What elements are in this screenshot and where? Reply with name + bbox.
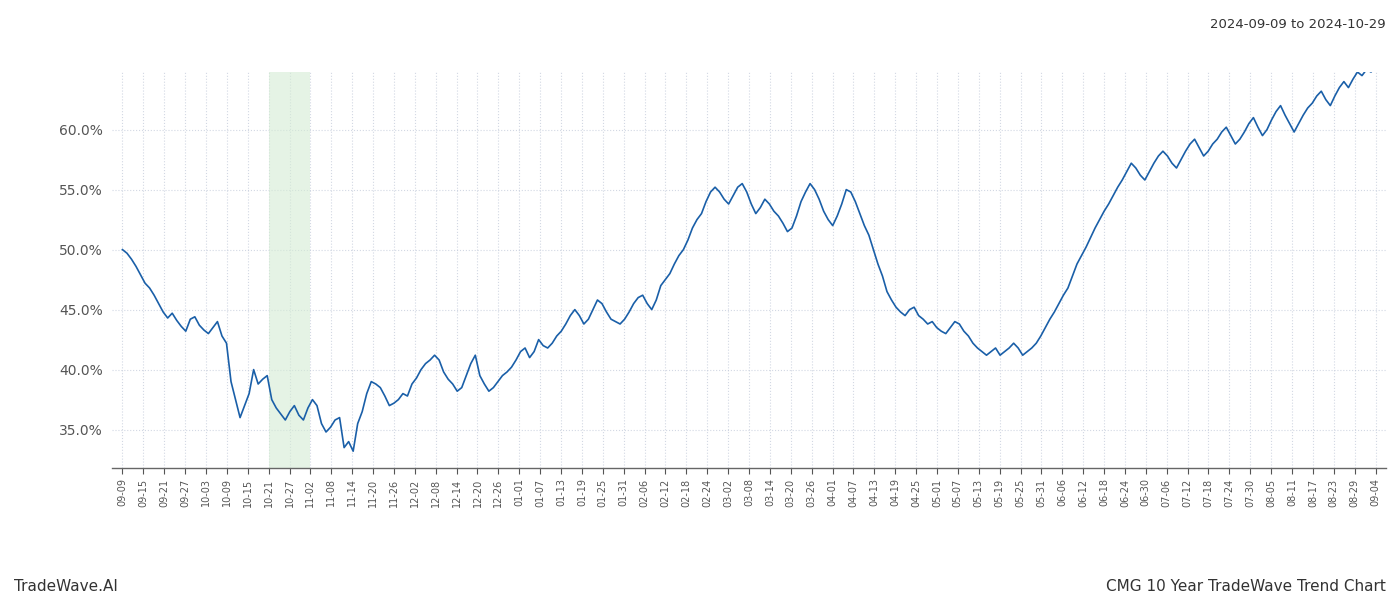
Text: TradeWave.AI: TradeWave.AI xyxy=(14,579,118,594)
Text: 2024-09-09 to 2024-10-29: 2024-09-09 to 2024-10-29 xyxy=(1211,18,1386,31)
Bar xyxy=(269,72,311,468)
Text: CMG 10 Year TradeWave Trend Chart: CMG 10 Year TradeWave Trend Chart xyxy=(1106,579,1386,594)
